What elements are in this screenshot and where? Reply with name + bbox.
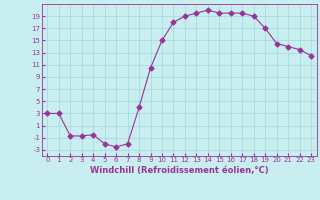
X-axis label: Windchill (Refroidissement éolien,°C): Windchill (Refroidissement éolien,°C): [90, 166, 268, 175]
